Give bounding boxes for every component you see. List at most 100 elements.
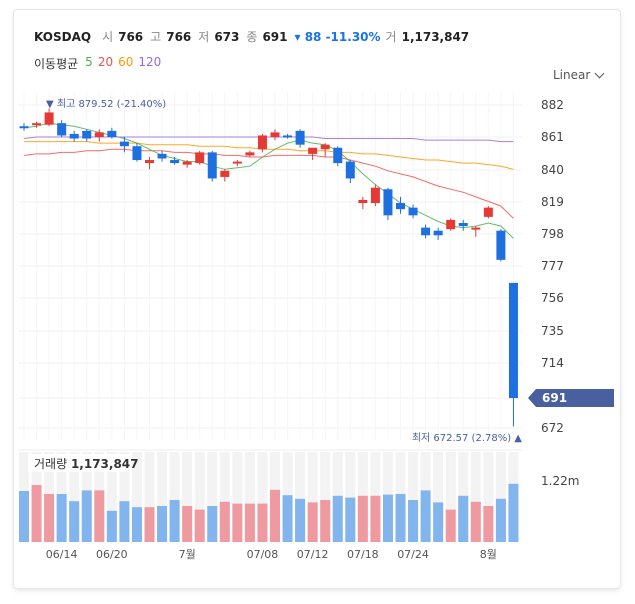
candle-body (207, 152, 217, 179)
candle-body (396, 203, 405, 210)
volume-bar (445, 509, 456, 542)
y-tick-label: 777 (541, 259, 564, 273)
volume-bg-column (69, 452, 80, 542)
scale-dropdown[interactable]: Linear (553, 68, 605, 82)
high-value: 766 (166, 30, 192, 44)
low-label: 저 (198, 30, 210, 44)
volume-bar (232, 503, 243, 542)
volume-bar (433, 502, 444, 542)
volume-title: 거래량 1,173,847 (34, 457, 139, 471)
current-price-label: 691 (542, 391, 567, 405)
candle-body (433, 230, 443, 236)
volume-bar (207, 506, 218, 542)
volume-bar (119, 501, 130, 542)
volume-bg-column (470, 452, 481, 542)
moving-average-legend: 이동평균 5 20 60 120 (34, 55, 161, 72)
volume-bar (69, 501, 80, 542)
y-tick-label: 714 (541, 356, 564, 370)
volume-bg-column (445, 452, 456, 542)
volume-bar (44, 494, 55, 542)
volume-bg-column (244, 452, 255, 542)
ma-legend-item: 60 (118, 55, 134, 69)
volume-label: 거 (385, 30, 397, 44)
y-tick-label: 735 (541, 324, 564, 338)
candle-body (232, 161, 242, 164)
x-tick-label: 8월 (480, 548, 497, 561)
candle-body (358, 199, 368, 204)
candle-body (508, 282, 518, 399)
volume-bg-column (131, 452, 142, 542)
candle-body (471, 227, 481, 230)
candle-body (82, 130, 92, 139)
scale-label: Linear (553, 68, 591, 82)
ma120-line (23, 136, 514, 143)
volume-bar (332, 495, 343, 542)
symbol-name: KOSDAQ (34, 30, 92, 44)
volume-bar (458, 495, 469, 542)
open-label: 시 (102, 30, 114, 44)
volume-bg-column (320, 452, 331, 542)
y-tick-label: 798 (541, 227, 564, 241)
volume-bar (357, 495, 368, 542)
volume-bg-column (295, 452, 306, 542)
moving-average-items: 5 20 60 120 (85, 55, 161, 72)
x-tick-label: 07/12 (297, 548, 329, 561)
volume-bar (56, 494, 67, 542)
candle-body (257, 135, 267, 150)
quote-header: KOSDAQ 시 766 고 766 저 673 종 691 ▾ 88 -11.30% … (34, 28, 471, 45)
candle-body (270, 132, 280, 137)
volume-axis-label: 1.22m (541, 474, 579, 488)
volume-bg-column (169, 452, 180, 542)
candle-body (220, 170, 230, 177)
candle-body (57, 123, 67, 136)
moving-average-title: 이동평균 (34, 57, 79, 71)
candle-body (408, 207, 418, 216)
volume-bar (370, 495, 381, 542)
ma5-line (23, 122, 514, 239)
candle-body (245, 152, 255, 156)
candle-body (283, 135, 293, 138)
volume-bg-column (194, 452, 205, 542)
close-value: 691 (262, 30, 288, 44)
low-value: 673 (214, 30, 240, 44)
ma-legend-item: 120 (138, 55, 162, 69)
x-tick-label: 07/24 (397, 548, 429, 561)
candle-body (182, 161, 192, 165)
ma-legend-item: 5 (85, 55, 93, 69)
candle-body (94, 132, 104, 137)
volume-bar (483, 506, 494, 542)
candle-body (195, 152, 205, 164)
volume-value: 1,173,847 (401, 30, 470, 44)
volume-bar (307, 502, 318, 542)
x-tick-label: 06/20 (96, 548, 128, 561)
volume-bar (19, 491, 29, 542)
candle-body (19, 126, 29, 129)
volume-bar (382, 494, 393, 542)
volume-bg-column (219, 452, 230, 542)
candle-body (446, 219, 456, 230)
candle-body (458, 223, 468, 227)
volume-bg-column (307, 452, 318, 542)
volume-label-bg (28, 454, 132, 472)
y-tick-label: 819 (541, 195, 564, 209)
volume-bar (320, 500, 331, 542)
volume-bg-column (257, 452, 268, 542)
ma20-line (23, 148, 514, 219)
candle-body (421, 227, 431, 236)
high-label: 고 (150, 30, 162, 44)
candle-body (308, 147, 318, 154)
volume-bar (81, 490, 92, 542)
y-tick-label: 672 (541, 421, 564, 435)
volume-bar (508, 483, 519, 542)
ma-legend-item: 20 (97, 55, 114, 69)
candle-body (69, 133, 79, 139)
candle-body (345, 161, 355, 179)
volume-bg-column (232, 452, 243, 542)
volume-bg-column (157, 452, 168, 542)
volume-bar (295, 498, 306, 542)
candle-body (295, 130, 305, 145)
volume-bg-column (144, 452, 155, 542)
candle-body (496, 230, 506, 260)
volume-bar (470, 501, 481, 542)
